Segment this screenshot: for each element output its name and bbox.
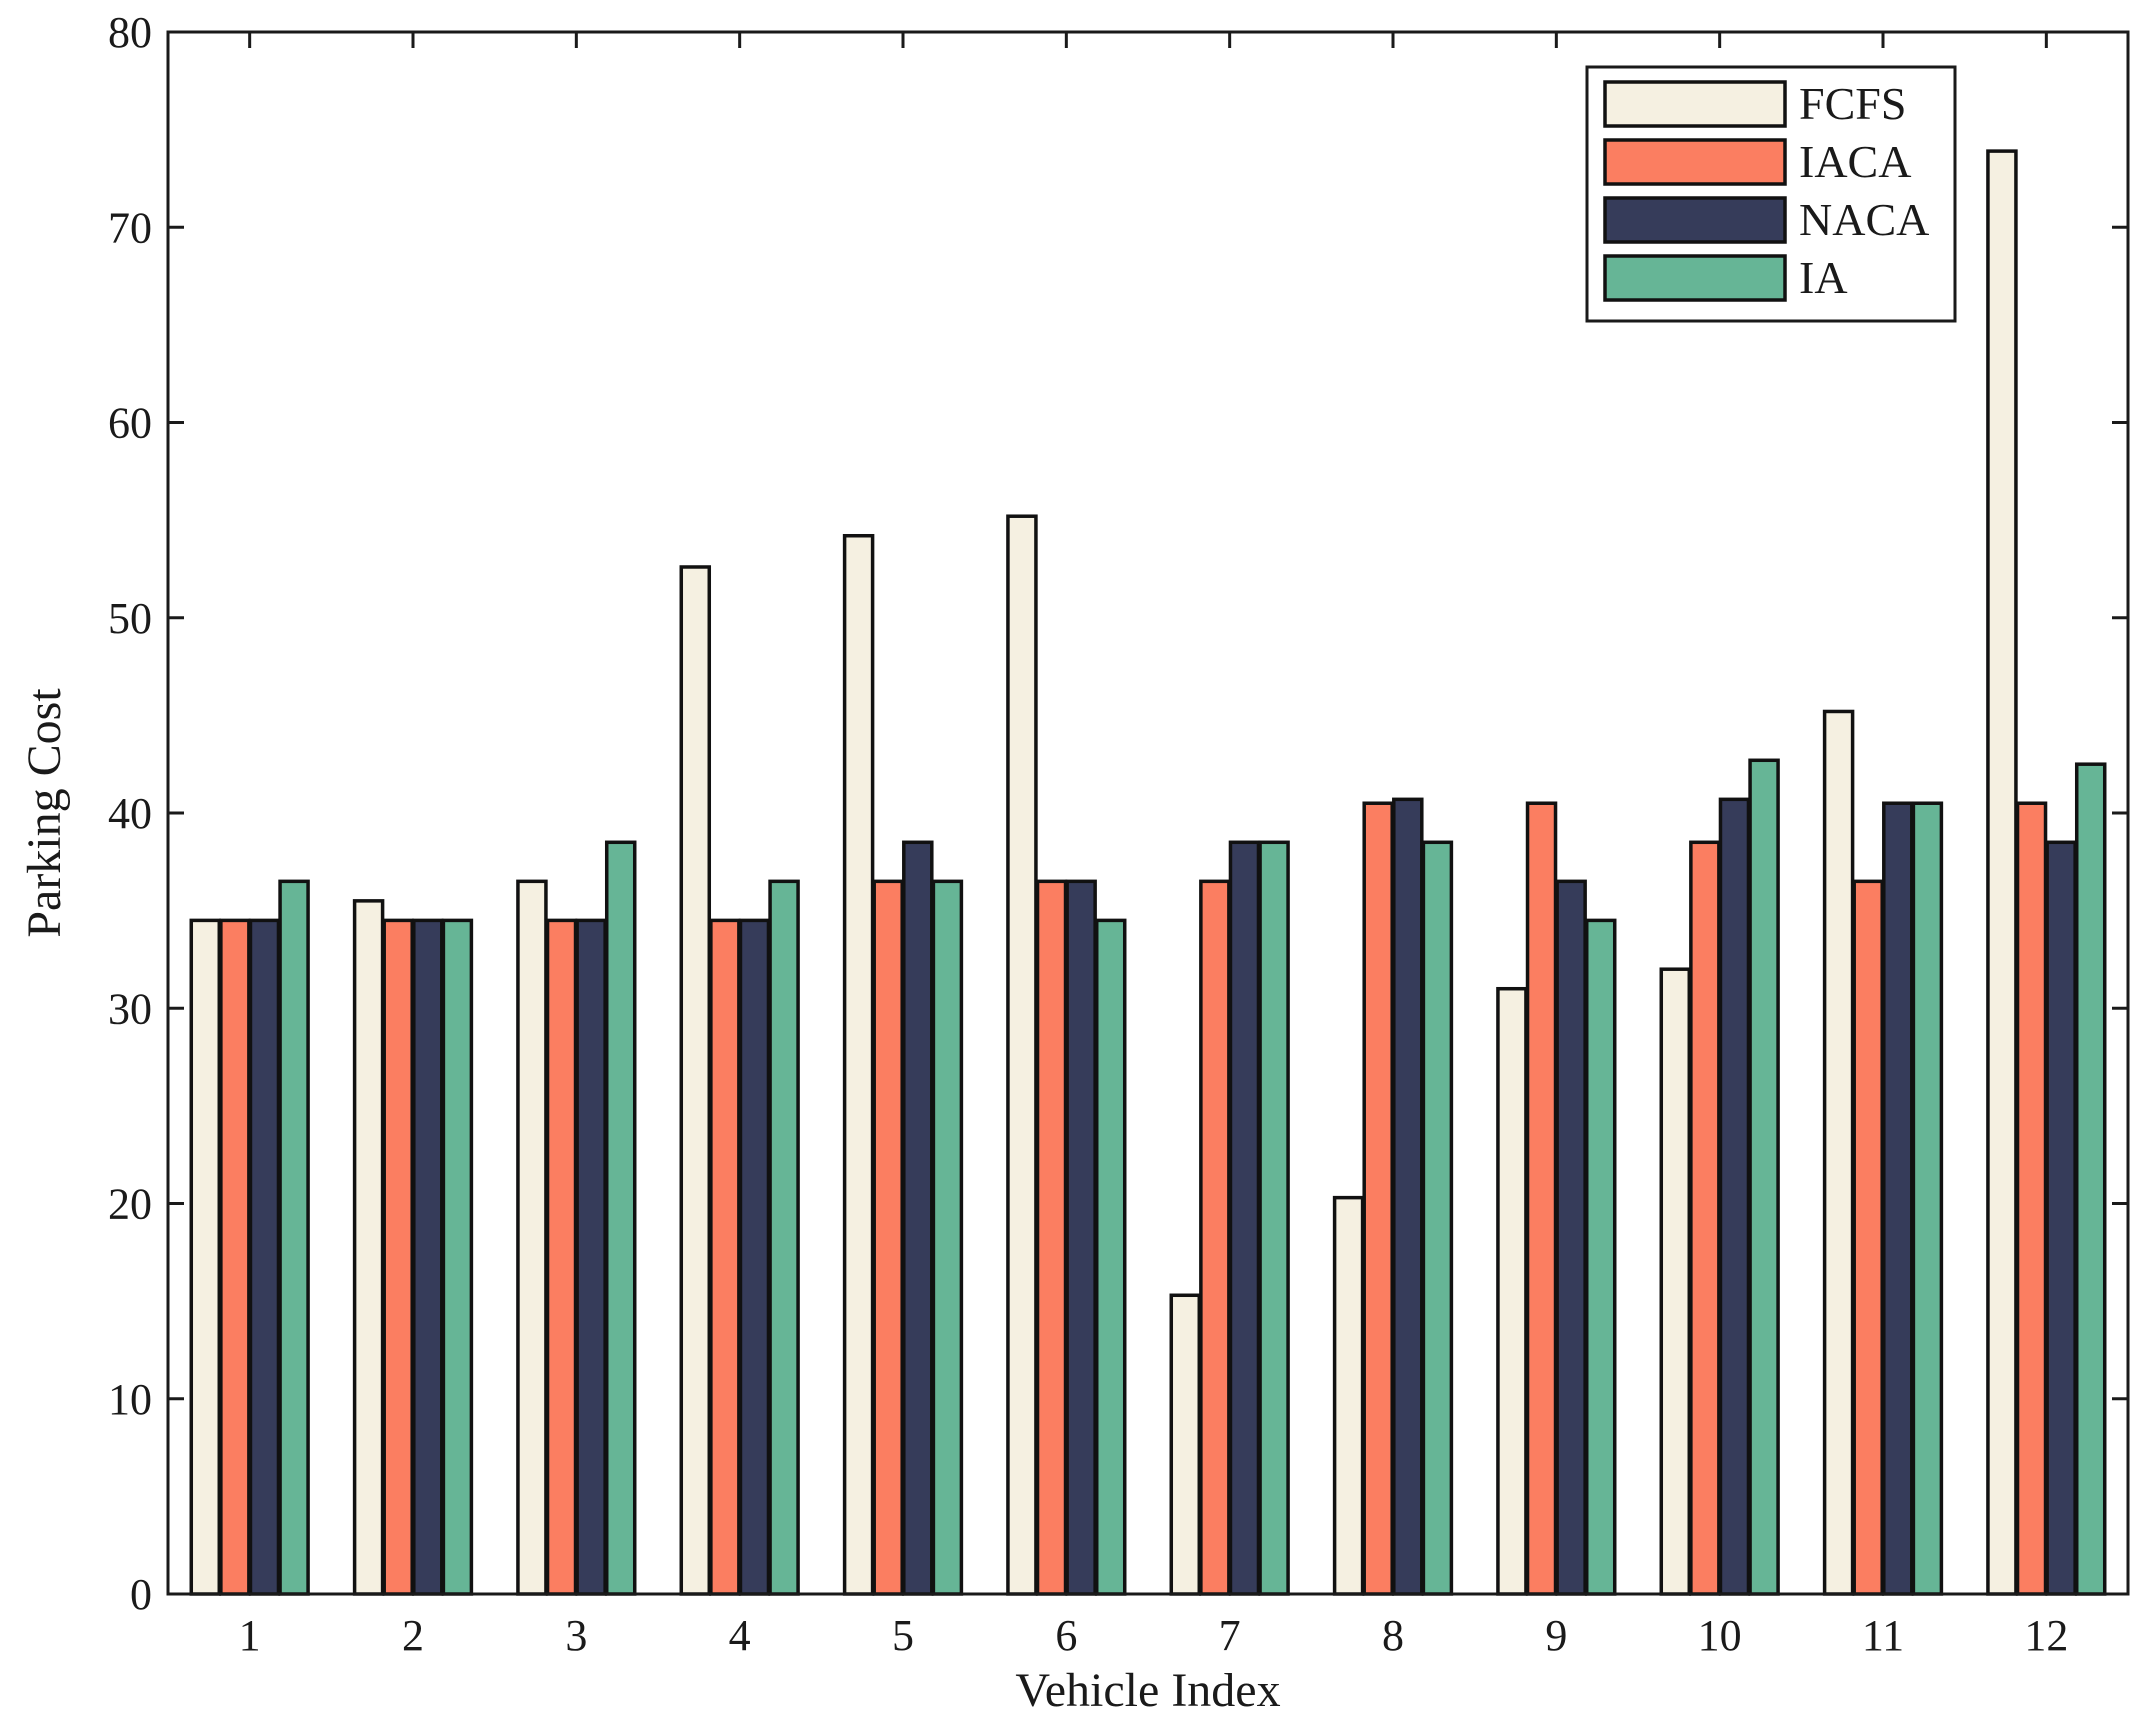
legend-label-iaca: IACA <box>1799 136 1911 187</box>
bar-iaca-11 <box>1852 879 1884 1596</box>
bar-ia-6 <box>1094 918 1127 1596</box>
bar-iaca-1 <box>219 918 251 1596</box>
y-tick-label: 0 <box>130 1570 152 1619</box>
legend-swatch-naca <box>1603 196 1787 244</box>
x-axis-title: Vehicle Index <box>1015 1664 1280 1717</box>
x-tick-label: 12 <box>2024 1611 2068 1660</box>
bar-ia-7 <box>1258 840 1290 1596</box>
x-tick-label: 7 <box>1219 1611 1241 1660</box>
bar-fcfs-2 <box>352 899 385 1596</box>
bar-fcfs-1 <box>189 918 222 1596</box>
bar-naca-8 <box>1392 797 1424 1596</box>
bar-naca-10 <box>1718 797 1751 1596</box>
bar-ia-1 <box>278 879 310 1596</box>
x-tick-label: 3 <box>565 1611 587 1660</box>
bar-iaca-4 <box>709 918 741 1596</box>
legend-label-fcfs: FCFS <box>1799 78 1906 129</box>
bar-fcfs-5 <box>842 533 875 1596</box>
bar-fcfs-4 <box>679 565 712 1596</box>
x-tick-label: 9 <box>1545 1611 1567 1660</box>
bar-naca-11 <box>1882 801 1914 1596</box>
bar-iaca-6 <box>1035 879 1068 1596</box>
bar-ia-9 <box>1584 918 1617 1596</box>
bar-fcfs-12 <box>1986 149 2018 1596</box>
legend-label-ia: IA <box>1799 252 1848 303</box>
bar-iaca-12 <box>2015 801 2048 1596</box>
y-tick-label: 80 <box>108 8 152 57</box>
legend-swatch-iaca <box>1603 138 1787 186</box>
bar-fcfs-6 <box>1006 514 1038 1596</box>
bar-naca-2 <box>412 918 444 1596</box>
legend: FCFS IACA NACA IA <box>1585 65 1957 323</box>
bar-naca-1 <box>248 918 281 1596</box>
x-tick-label: 11 <box>1862 1611 1904 1660</box>
bar-iaca-9 <box>1525 801 1558 1596</box>
bar-fcfs-10 <box>1659 967 1692 1596</box>
bar-iaca-5 <box>872 879 904 1596</box>
bar-fcfs-3 <box>516 879 548 1596</box>
x-tick-label: 8 <box>1382 1611 1404 1660</box>
legend-swatch-ia <box>1603 254 1787 302</box>
bars-layer <box>189 149 2107 1596</box>
bar-naca-12 <box>2045 840 2077 1596</box>
bar-ia-4 <box>768 879 800 1596</box>
x-tick-label: 4 <box>729 1611 751 1660</box>
x-tick-label: 1 <box>239 1611 261 1660</box>
x-tick-label: 5 <box>892 1611 914 1660</box>
x-tick-label: 6 <box>1055 1611 1077 1660</box>
x-tick-label: 10 <box>1698 1611 1742 1660</box>
bar-ia-3 <box>604 840 637 1596</box>
bar-ia-8 <box>1421 840 1454 1596</box>
y-axis-title: Parking Cost <box>18 688 71 938</box>
bar-naca-4 <box>738 918 771 1596</box>
bar-fcfs-11 <box>1822 709 1855 1596</box>
plot-frame <box>166 30 2130 1596</box>
bar-fcfs-7 <box>1169 1293 1202 1596</box>
bar-ia-2 <box>441 918 474 1596</box>
bar-ia-5 <box>931 879 964 1596</box>
bar-iaca-10 <box>1689 840 1721 1596</box>
y-tick-label: 20 <box>108 1180 152 1229</box>
bar-naca-6 <box>1065 879 1097 1596</box>
bar-iaca-7 <box>1199 879 1231 1596</box>
bar-iaca-8 <box>1362 801 1394 1596</box>
y-tick-label: 50 <box>108 594 152 643</box>
y-tick-label: 40 <box>108 789 152 838</box>
bar-naca-3 <box>575 918 607 1596</box>
y-tick-label: 70 <box>108 203 152 252</box>
bar-ia-12 <box>2074 762 2107 1596</box>
bar-naca-9 <box>1555 879 1587 1596</box>
x-tick-label: 2 <box>402 1611 424 1660</box>
y-tick-label: 30 <box>108 984 152 1033</box>
legend-swatch-fcfs <box>1603 80 1787 128</box>
bar-ia-11 <box>1911 801 1944 1596</box>
bar-fcfs-8 <box>1332 1195 1365 1596</box>
bar-fcfs-9 <box>1496 986 1528 1596</box>
bar-iaca-3 <box>545 918 578 1596</box>
bar-ia-10 <box>1748 758 1780 1596</box>
bar-iaca-2 <box>382 918 414 1596</box>
y-tick-label: 60 <box>108 399 152 448</box>
y-tick-label: 10 <box>108 1375 152 1424</box>
bar-naca-5 <box>902 840 934 1596</box>
legend-label-naca: NACA <box>1799 194 1929 245</box>
bar-naca-7 <box>1228 840 1261 1596</box>
